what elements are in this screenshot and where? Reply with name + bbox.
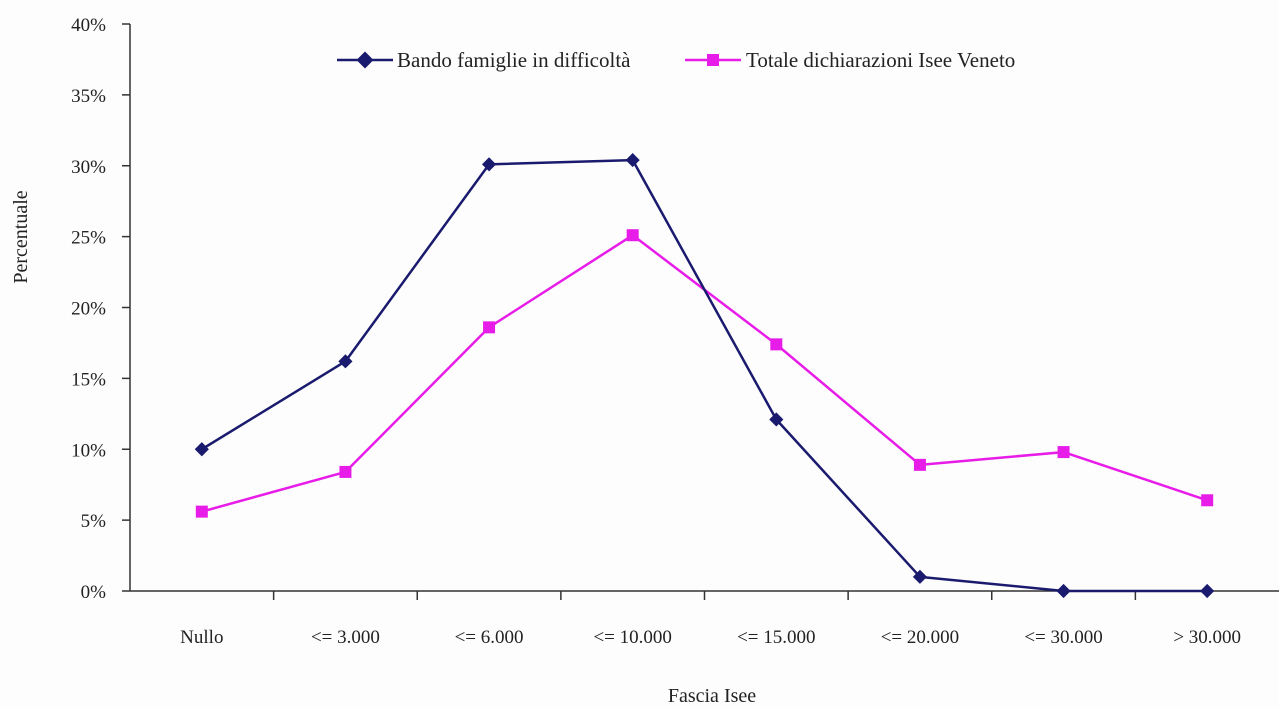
legend-label-totale: Totale dichiarazioni Isee Veneto — [746, 48, 1015, 72]
data-point-diamond — [769, 412, 784, 427]
data-point-diamond — [194, 442, 209, 457]
series-line-1 — [201, 233, 1208, 513]
y-ticks: 0% 5% 10% 15% 20% 25% 30% 35% 40% — [71, 15, 130, 603]
data-point-diamond — [1056, 583, 1071, 599]
x-tick-label: <= 3.000 — [311, 627, 380, 648]
y-tick-label: 15% — [71, 369, 106, 390]
y-tick-label: 0% — [81, 582, 107, 603]
x-tick-label: <= 6.000 — [455, 627, 524, 648]
x-axis-title: Fascia Isee — [668, 685, 756, 707]
y-tick-label: 40% — [71, 15, 106, 36]
legend-diamond-marker — [356, 51, 374, 69]
legend-item-bando: Bando famiglie in difficoltà — [337, 48, 631, 72]
x-tick-label: Nullo — [180, 627, 223, 648]
x-ticks: Nullo <= 3.000 <= 6.000 <= 10.000 <= 15.000 <… — [180, 591, 1241, 648]
data-point-square — [1057, 446, 1070, 459]
y-tick-label: 35% — [71, 86, 106, 107]
y-tick-label: 20% — [71, 299, 106, 320]
x-tick-label: <= 10.000 — [593, 627, 671, 648]
data-point-diamond — [481, 157, 497, 172]
data-point-square — [195, 505, 208, 518]
x-tick-label: > 30.000 — [1173, 627, 1241, 648]
data-point-diamond — [912, 569, 928, 584]
data-point-square — [1201, 494, 1214, 507]
data-point-square — [339, 465, 352, 478]
data-point-square — [626, 229, 639, 242]
data-point-diamond — [338, 354, 353, 369]
series-layer — [194, 153, 1215, 599]
legend-square-marker — [707, 54, 719, 66]
y-tick-label: 30% — [71, 157, 106, 178]
data-point-square — [913, 458, 926, 471]
x-tick-label: <= 20.000 — [881, 627, 959, 648]
axes — [129, 24, 1279, 592]
data-point-diamond — [1200, 583, 1215, 599]
y-tick-label: 25% — [71, 228, 106, 249]
series-line-0 — [201, 158, 1208, 593]
data-point-diamond — [625, 153, 640, 168]
y-tick-label: 10% — [71, 440, 106, 461]
x-tick-label: <= 15.000 — [737, 627, 815, 648]
data-point-square — [770, 338, 783, 351]
y-tick-label: 5% — [81, 511, 107, 532]
y-axis-title: Percentuale — [10, 190, 32, 283]
legend-item-totale: Totale dichiarazioni Isee Veneto — [685, 48, 1015, 72]
x-tick-label: <= 30.000 — [1024, 627, 1102, 648]
legend: Bando famiglie in difficoltà Totale dich… — [337, 48, 1015, 72]
legend-label-bando: Bando famiglie in difficoltà — [397, 48, 631, 72]
data-point-square — [483, 321, 496, 334]
